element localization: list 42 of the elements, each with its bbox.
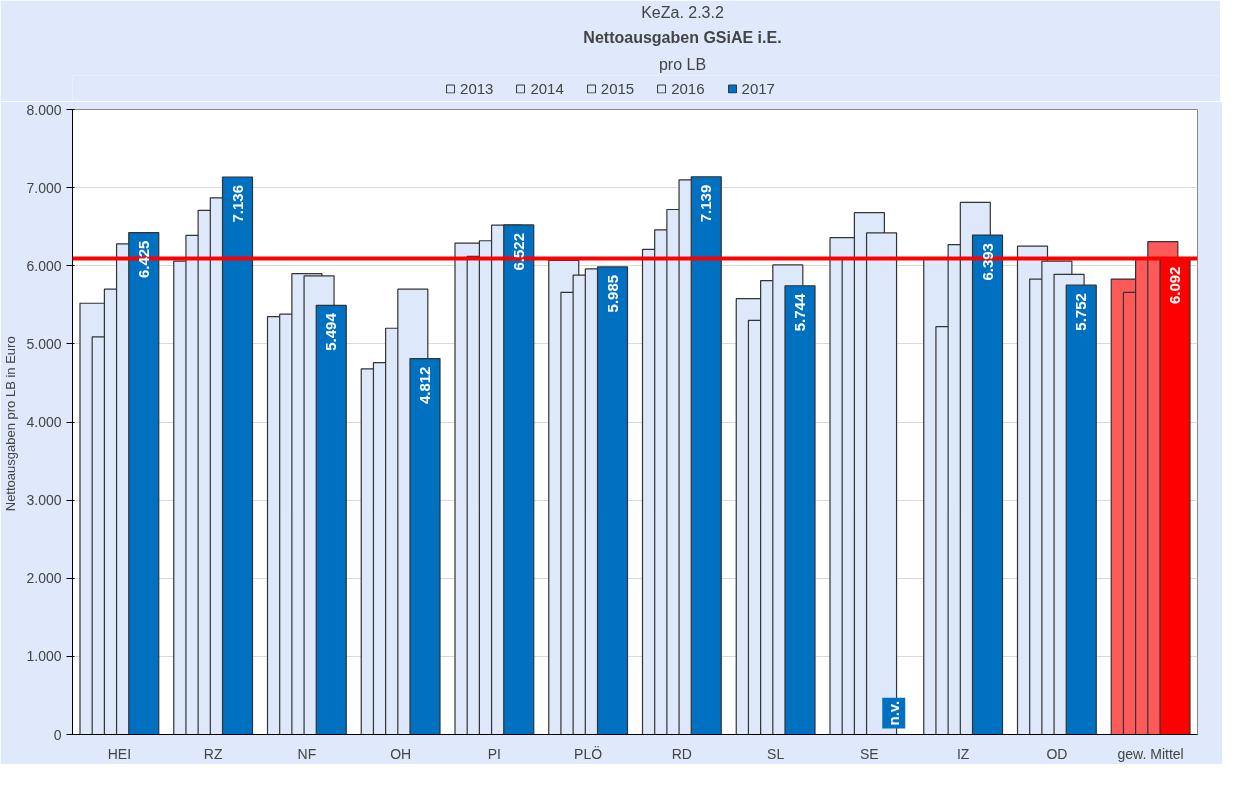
y-tick-label: 5.000 bbox=[26, 335, 62, 352]
x-tick-label: OD bbox=[1046, 745, 1068, 762]
data-label: 6.522 bbox=[509, 232, 527, 271]
data-label: 6.425 bbox=[134, 240, 152, 279]
x-tick-label: SE bbox=[860, 745, 879, 762]
x-tick-label: SL bbox=[767, 745, 785, 762]
x-tick-label: PI bbox=[487, 745, 501, 762]
data-label: 7.139 bbox=[697, 184, 715, 223]
data-label: 4.812 bbox=[416, 366, 433, 405]
data-label: 7.136 bbox=[228, 184, 246, 223]
legend-label: 2014 bbox=[530, 79, 564, 97]
data-label: 6.092 bbox=[1166, 266, 1183, 305]
legend-label: 2013 bbox=[460, 79, 494, 97]
y-tick-label: 8.000 bbox=[26, 101, 62, 118]
text: n.v. bbox=[885, 700, 903, 726]
data-label: 5.744 bbox=[791, 293, 808, 332]
legend-label: 2015 bbox=[600, 79, 635, 97]
y-tick-label: 1.000 bbox=[26, 648, 62, 665]
x-tick-label: RZ bbox=[203, 745, 223, 762]
legend-label: 2016 bbox=[671, 79, 705, 97]
legend-label: 2017 bbox=[741, 79, 775, 97]
chart-title: Nettoausgaben GSiAE i.E. bbox=[583, 28, 782, 46]
x-tick-label: RD bbox=[671, 745, 692, 762]
x-tick-label: HEI bbox=[107, 745, 132, 762]
data-label: 5.752 bbox=[1072, 293, 1090, 331]
x-tick-label: OH bbox=[390, 745, 412, 762]
y-axis-title: Nettoausgaben pro LB in Euro bbox=[3, 336, 19, 512]
y-tick-label: 7.000 bbox=[26, 179, 62, 196]
y-tick-label: 6.000 bbox=[26, 257, 62, 274]
chart-subtitle: pro LB bbox=[658, 55, 707, 73]
data-label: 5.985 bbox=[603, 274, 621, 313]
x-tick-label: PLÖ bbox=[574, 744, 603, 762]
text: KeZa. 2.3.2 bbox=[641, 3, 724, 21]
y-tick-label: 3.000 bbox=[26, 492, 62, 509]
y-tick-label: 0 bbox=[53, 726, 62, 743]
y-tick-label: 4.000 bbox=[26, 414, 62, 430]
y-tick-label: 2.000 bbox=[26, 570, 62, 587]
x-tick-label: gew. Mittel bbox=[1117, 745, 1184, 762]
data-label: 6.393 bbox=[978, 243, 996, 281]
x-tick-label: NF bbox=[297, 745, 317, 762]
x-tick-label: IZ bbox=[956, 745, 970, 762]
data-label: 5.494 bbox=[322, 312, 340, 351]
